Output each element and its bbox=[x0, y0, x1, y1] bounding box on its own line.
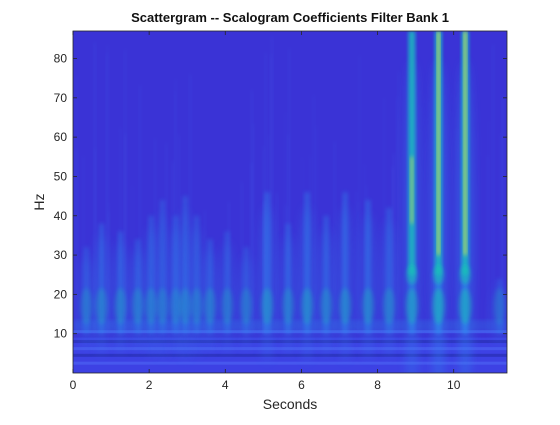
x-tick: 0 bbox=[70, 31, 77, 392]
transient-mark bbox=[78, 247, 95, 351]
y-tick-label: 20 bbox=[54, 287, 68, 301]
background-streak bbox=[106, 44, 109, 334]
background-streak bbox=[486, 155, 489, 334]
y-axis-ticks: 10 20 30 40 50 60 70 80 bbox=[54, 52, 507, 341]
x-tick: 10 bbox=[447, 31, 461, 392]
y-tick: 20 bbox=[54, 287, 507, 301]
transient-mark bbox=[129, 239, 146, 353]
transient-mark bbox=[259, 192, 276, 362]
background-streak bbox=[455, 128, 458, 334]
background-streak bbox=[355, 190, 358, 334]
low-band bbox=[73, 353, 507, 357]
x-axis-label: Seconds bbox=[263, 396, 317, 412]
y-tick-label: 70 bbox=[54, 91, 68, 105]
background-streak bbox=[383, 97, 386, 334]
y-tick: 10 bbox=[54, 327, 507, 341]
transient-mark bbox=[238, 247, 255, 351]
transient-mark bbox=[491, 278, 507, 345]
transient-mark bbox=[93, 223, 110, 356]
transient-mark bbox=[457, 31, 474, 373]
x-tick: 2 bbox=[146, 31, 153, 392]
y-tick-label: 30 bbox=[54, 248, 68, 262]
transient-mark bbox=[299, 192, 316, 362]
background-streak bbox=[499, 133, 502, 334]
background-streak bbox=[333, 141, 336, 334]
x-tick-label: 8 bbox=[374, 378, 381, 392]
y-tick-label: 50 bbox=[54, 169, 68, 183]
y-tick-label: 40 bbox=[54, 209, 68, 223]
transient-mark bbox=[188, 215, 205, 358]
background-streak bbox=[94, 147, 97, 334]
background-streak bbox=[119, 127, 122, 334]
transient-mark bbox=[430, 31, 447, 373]
background-streak bbox=[397, 71, 400, 334]
x-tick-label: 6 bbox=[298, 378, 305, 392]
x-tick: 4 bbox=[222, 31, 229, 392]
y-tick: 50 bbox=[54, 169, 507, 183]
chart-title: Scattergram -- Scalogram Coefficients Fi… bbox=[131, 10, 449, 25]
transient-mark bbox=[202, 239, 219, 353]
y-tick-label: 60 bbox=[54, 130, 68, 144]
background-streak bbox=[174, 78, 177, 334]
background-streak bbox=[501, 94, 504, 334]
x-tick-label: 10 bbox=[447, 378, 461, 392]
x-tick: 6 bbox=[298, 31, 305, 392]
transient-mark bbox=[280, 223, 297, 356]
y-tick: 30 bbox=[54, 248, 507, 262]
transient-mark bbox=[403, 31, 420, 373]
plot-frame bbox=[72, 30, 508, 374]
y-tick: 70 bbox=[54, 91, 507, 105]
background-streak bbox=[315, 125, 318, 334]
transient-mark bbox=[177, 196, 194, 362]
transient-mark bbox=[337, 192, 354, 362]
background-streak bbox=[396, 97, 399, 334]
background-streak bbox=[252, 123, 255, 334]
background-streak bbox=[124, 49, 127, 334]
y-tick: 40 bbox=[54, 209, 507, 223]
transient-mark bbox=[360, 200, 377, 361]
x-tick-label: 0 bbox=[70, 378, 77, 392]
background-streak bbox=[357, 201, 360, 334]
background-streak bbox=[240, 181, 243, 334]
transient-streaks bbox=[78, 31, 507, 373]
plot-area bbox=[73, 31, 507, 373]
background-streak bbox=[358, 55, 361, 334]
transient-mark bbox=[219, 231, 236, 355]
transient-mark bbox=[154, 200, 171, 361]
background-streak bbox=[492, 44, 495, 334]
transient-mark bbox=[112, 231, 129, 355]
background-streak bbox=[107, 203, 110, 334]
y-tick: 80 bbox=[54, 52, 507, 66]
background-streak bbox=[154, 138, 157, 334]
x-tick-label: 2 bbox=[146, 378, 153, 392]
y-tick: 60 bbox=[54, 130, 507, 144]
transient-mark bbox=[380, 207, 397, 359]
background-streak bbox=[75, 76, 78, 334]
background-streak bbox=[82, 155, 85, 334]
background-streak bbox=[275, 192, 278, 334]
background-streak bbox=[270, 37, 273, 334]
y-tick-label: 80 bbox=[54, 52, 68, 66]
x-tick: 8 bbox=[374, 31, 381, 392]
background-streak bbox=[189, 74, 192, 334]
y-axis-label: Hz bbox=[31, 193, 47, 210]
background-streak bbox=[288, 48, 291, 334]
y-tick-label: 10 bbox=[54, 327, 68, 341]
background-streak bbox=[131, 185, 134, 334]
background-streak bbox=[312, 95, 315, 334]
background-streak bbox=[139, 85, 142, 334]
transient-mark bbox=[318, 215, 335, 358]
x-axis-ticks: 0 2 4 6 8 10 bbox=[70, 31, 461, 392]
x-tick-label: 4 bbox=[222, 378, 229, 392]
background-streak bbox=[488, 120, 491, 334]
low-band bbox=[73, 361, 507, 365]
background-streak bbox=[250, 89, 253, 334]
